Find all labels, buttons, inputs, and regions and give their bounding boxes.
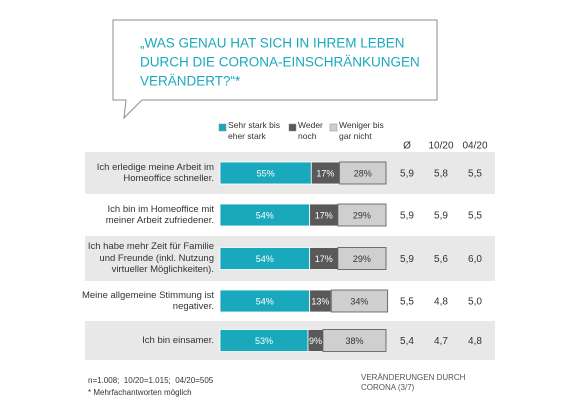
speech-bubble xyxy=(112,19,438,120)
bar-value-label: 53% xyxy=(255,336,273,346)
title-line: VERÄNDERT?“* xyxy=(140,74,241,89)
bar-value-label: 28% xyxy=(354,168,372,178)
column-value: 5,8 xyxy=(434,169,448,180)
column-value: 6,0 xyxy=(468,254,482,265)
bar-value-label: 29% xyxy=(353,254,371,264)
bar-value-label: 54% xyxy=(256,296,274,306)
column-value: 5,0 xyxy=(468,297,482,308)
category-label: Ich bin einsamer. xyxy=(142,334,214,346)
bar-segment xyxy=(330,289,389,313)
legend-label: Weniger bis gar nicht xyxy=(339,120,384,141)
category-label: Meine allgemeine Stimmung ist negativer. xyxy=(81,289,214,313)
bar-value-label: 55% xyxy=(257,168,275,178)
bar-value-label: 9% xyxy=(309,336,322,346)
bar-value-label: 54% xyxy=(256,254,274,264)
legend-label: Weder noch xyxy=(298,120,323,141)
column-header: 10/20 xyxy=(428,141,453,152)
bar-value-label: 17% xyxy=(316,168,334,178)
column-value: 5,9 xyxy=(400,211,414,222)
column-value: 5,6 xyxy=(434,254,448,265)
bar-segment xyxy=(337,203,387,227)
bar-value-label: 17% xyxy=(315,210,333,220)
bar-value-label: 38% xyxy=(345,336,363,346)
column-value: 5,5 xyxy=(400,297,414,308)
bar-value-label: 29% xyxy=(353,210,371,220)
title-line: DURCH DIE CORONA-EINSCHRÄNKUNGEN xyxy=(140,55,420,70)
category-label: Ich habe mehr Zeit für Familie und Freun… xyxy=(87,241,214,275)
column-value: 4,8 xyxy=(468,336,482,347)
bar-value-label: 34% xyxy=(350,296,368,306)
bar-segment xyxy=(322,329,387,352)
bar-value-label: 17% xyxy=(315,254,333,264)
column-value: 5,4 xyxy=(400,336,414,347)
column-value: 5,5 xyxy=(468,169,482,180)
legend-swatch xyxy=(329,123,338,132)
legend-label: Sehr stark bis eher stark xyxy=(228,120,280,141)
bar-segment xyxy=(339,161,387,185)
bar-value-label: 13% xyxy=(311,296,329,306)
column-value: 4,8 xyxy=(434,297,448,308)
column-header: Ø xyxy=(403,141,411,152)
category-label: Ich bin im Homeoffice mit meiner Arbeit … xyxy=(105,203,214,227)
title-line: „WAS GENAU HAT SICH IN IHREM LEBEN xyxy=(140,36,405,51)
legend-swatch xyxy=(218,123,227,132)
bar-segment xyxy=(337,247,387,270)
note: n=1.008; 10/20=1.015; 04/20=505 xyxy=(88,376,214,385)
column-header: 04/20 xyxy=(462,141,487,152)
column-value: 4,7 xyxy=(434,336,448,347)
column-value: 5,9 xyxy=(400,254,414,265)
column-value: 5,9 xyxy=(434,211,448,222)
column-value: 5,9 xyxy=(400,169,414,180)
column-value: 5,5 xyxy=(468,211,482,222)
footer-label: VERÄNDERUNGEN DURCH CORONA (3/7) xyxy=(361,373,466,392)
category-label: Ich erledige meine Arbeit im Homeoffice … xyxy=(96,161,214,185)
bar-value-label: 54% xyxy=(256,210,274,220)
note: * Mehrfachantworten möglich xyxy=(88,388,192,397)
legend-swatch xyxy=(288,123,297,132)
